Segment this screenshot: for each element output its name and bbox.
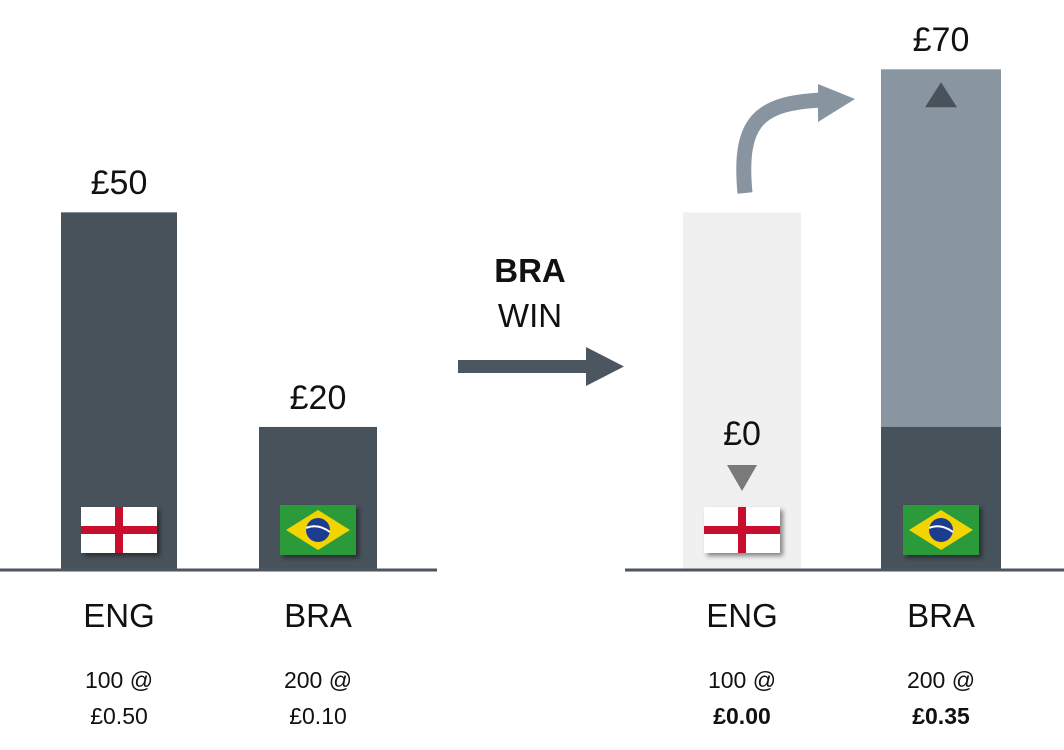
up-triangle-icon [925, 82, 957, 108]
brazil-flag-icon [903, 505, 979, 555]
category-label-eng: ENG [83, 597, 155, 634]
detail-price-eng: £0.00 [713, 703, 771, 729]
outcome-team-label: BRA [494, 252, 566, 289]
right-arrow-icon [458, 347, 624, 386]
category-label-eng: ENG [706, 597, 778, 634]
flags-layer [81, 505, 979, 555]
detail-quantity-bra: 200 @ [906, 667, 976, 693]
england-flag-icon [704, 507, 780, 553]
value-label-bra: £20 [289, 378, 347, 417]
outcome-word-label: WIN [497, 297, 563, 334]
detail-price-bra: £0.35 [912, 703, 970, 729]
category-label-bra: BRA [284, 597, 352, 634]
curved-arrow-icon [736, 84, 855, 194]
detail-quantity-eng: 100 @ [84, 667, 154, 693]
value-label-bra: £70 [912, 21, 970, 60]
detail-price-eng: £0.50 [90, 703, 148, 729]
detail-quantity-eng: 100 @ [707, 667, 777, 693]
value-label-eng: £0 [723, 415, 761, 453]
england-flag-icon [81, 507, 157, 553]
down-triangle-icon [727, 465, 757, 491]
brazil-flag-icon [280, 505, 356, 555]
markers-layer [458, 82, 957, 491]
category-label-bra: BRA [907, 597, 975, 634]
value-label-eng: £50 [90, 164, 148, 203]
detail-price-bra: £0.10 [289, 703, 347, 729]
detail-quantity-bra: 200 @ [283, 667, 353, 693]
